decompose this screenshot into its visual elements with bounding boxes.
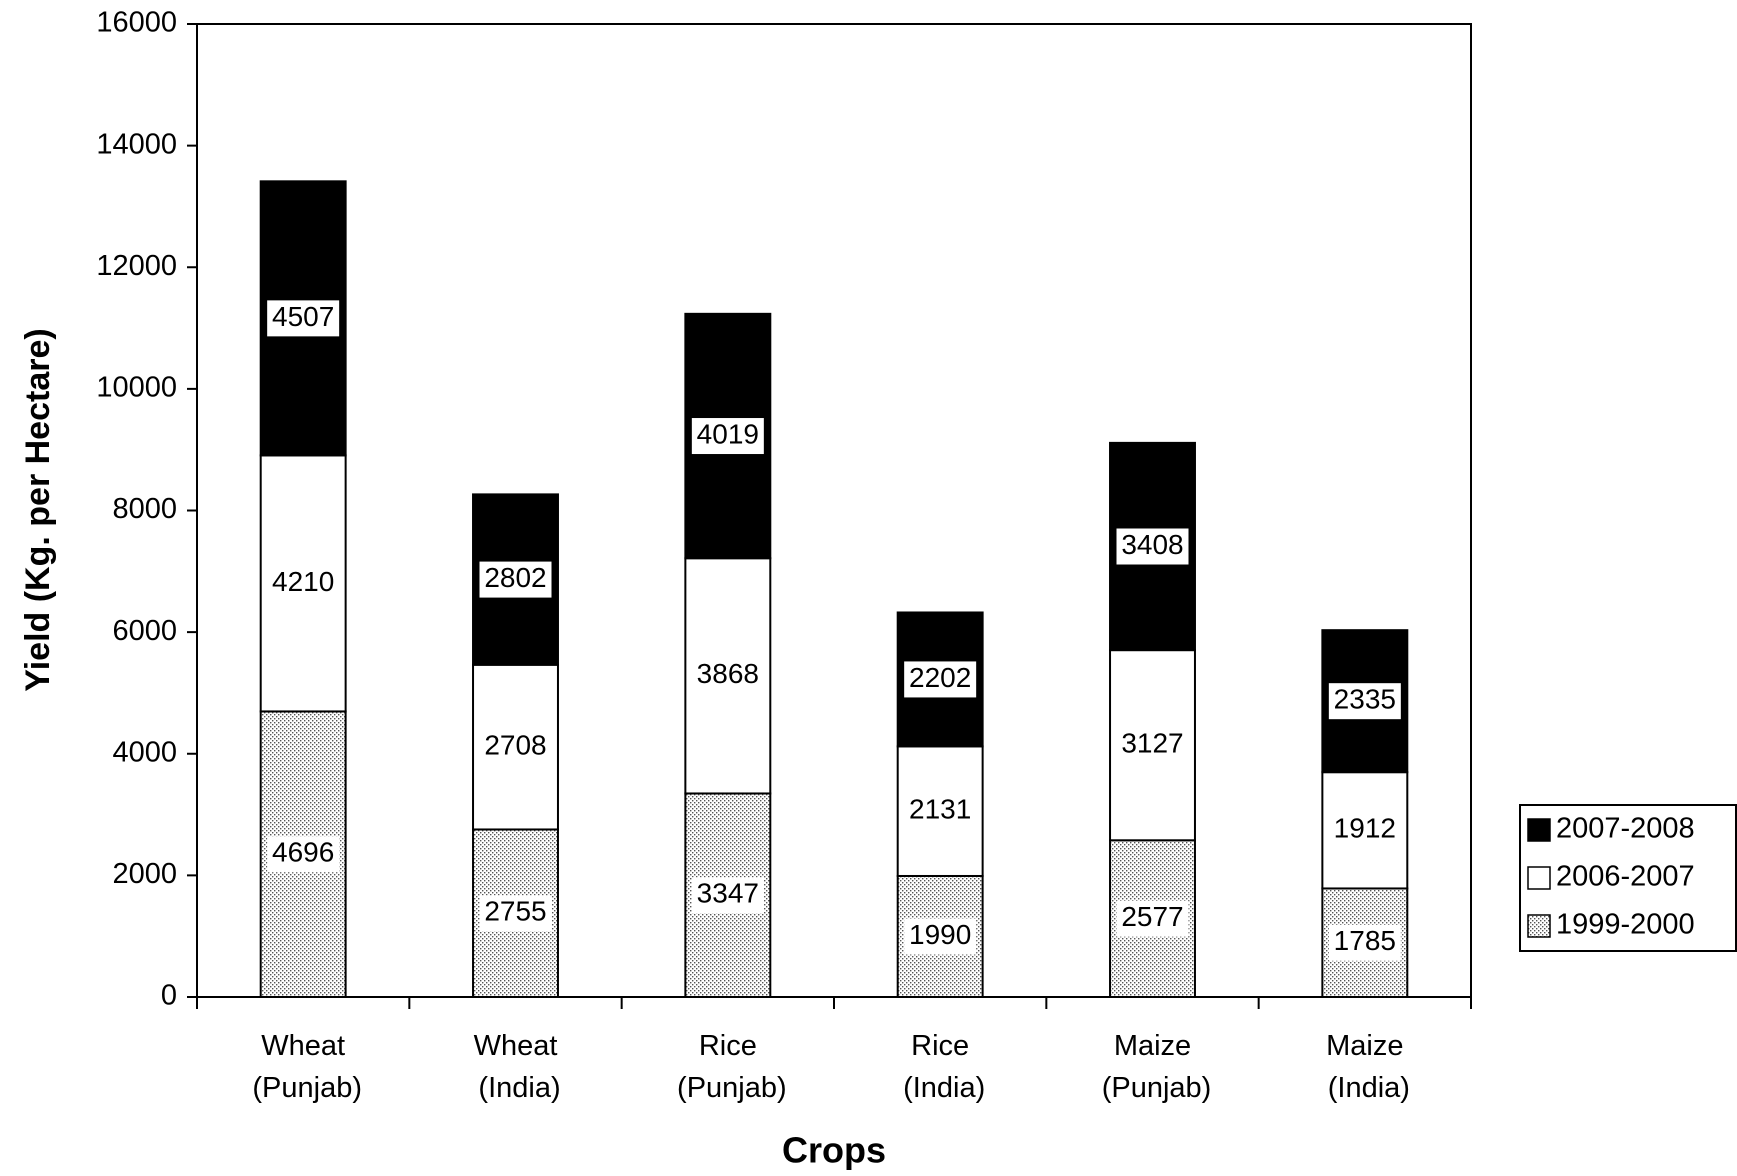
y-tick-label: 4000 — [112, 736, 177, 768]
legend-label: 1999-2000 — [1556, 909, 1695, 941]
x-tick-label: Maize (Punjab) — [1094, 1030, 1212, 1104]
legend-label: 2007-2008 — [1556, 813, 1695, 845]
data-label: 4019 — [697, 418, 759, 449]
legend-swatch — [1527, 914, 1551, 938]
data-label-bg — [479, 561, 552, 598]
data-label-bg — [691, 877, 764, 914]
data-label-bg — [479, 895, 552, 932]
data-label: 2335 — [1334, 684, 1396, 715]
y-tick-label: 16000 — [96, 7, 177, 39]
y-tick-label: 8000 — [112, 493, 177, 525]
data-label-bg — [691, 657, 764, 694]
data-label: 2202 — [909, 662, 971, 693]
x-axis-title: Crops — [782, 1130, 886, 1171]
y-tick-label: 6000 — [112, 615, 177, 647]
x-tick-label: Wheat (Punjab) — [244, 1030, 362, 1104]
data-label: 1990 — [909, 919, 971, 950]
data-label: 3408 — [1121, 529, 1183, 560]
y-tick-label: 12000 — [96, 250, 177, 282]
data-label-bg — [267, 300, 340, 337]
data-label: 2802 — [484, 562, 546, 593]
legend-swatch — [1527, 866, 1551, 890]
data-label-bg — [1328, 924, 1401, 961]
data-label-bg — [1328, 812, 1401, 849]
plot-frame — [196, 23, 1472, 998]
legend-swatch — [1527, 818, 1551, 842]
data-label: 1785 — [1334, 925, 1396, 956]
data-label: 2577 — [1121, 901, 1183, 932]
x-tick-label: Wheat (India) — [470, 1030, 560, 1104]
legend-box — [1519, 804, 1737, 952]
x-tick-label: Rice (Punjab) — [669, 1030, 787, 1104]
data-label-bg — [904, 918, 977, 955]
x-tick-label: Maize (India) — [1320, 1030, 1410, 1104]
data-label: 2131 — [909, 794, 971, 825]
data-label-bg — [479, 729, 552, 766]
data-label: 2755 — [484, 896, 546, 927]
data-label: 1912 — [1334, 813, 1396, 844]
y-axis-title: Yield (Kg. per Hectare) — [19, 328, 57, 691]
data-label-bg — [1116, 528, 1189, 565]
data-label-bg — [1116, 727, 1189, 764]
data-label: 4507 — [272, 301, 334, 332]
data-label: 3127 — [1121, 728, 1183, 759]
data-label-bg — [267, 836, 340, 873]
y-tick-label: 14000 — [96, 128, 177, 160]
y-tick-label: 0 — [161, 980, 177, 1012]
legend-label: 2006-2007 — [1556, 861, 1695, 893]
x-tick-label: Rice (India) — [895, 1030, 985, 1104]
data-label: 3868 — [697, 658, 759, 689]
y-tick-label: 2000 — [112, 858, 177, 890]
data-label-bg — [1328, 683, 1401, 720]
data-label: 4210 — [272, 566, 334, 597]
data-label-bg — [1116, 900, 1189, 937]
data-label-bg — [904, 793, 977, 830]
data-label-bg — [691, 418, 764, 455]
data-label: 2708 — [484, 730, 546, 761]
data-label-bg — [904, 661, 977, 698]
data-label-bg — [267, 565, 340, 602]
data-label: 3347 — [697, 878, 759, 909]
y-tick-label: 10000 — [96, 372, 177, 404]
data-label: 4696 — [272, 837, 334, 868]
